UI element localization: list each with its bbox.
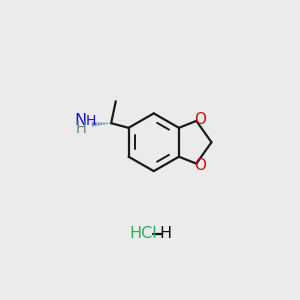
Text: N: N [75,113,87,128]
Text: O: O [194,158,206,173]
Text: O: O [194,112,206,127]
Text: H: H [86,114,96,128]
Text: HCl: HCl [129,226,157,241]
Text: H: H [76,121,86,136]
Text: H: H [159,226,171,241]
